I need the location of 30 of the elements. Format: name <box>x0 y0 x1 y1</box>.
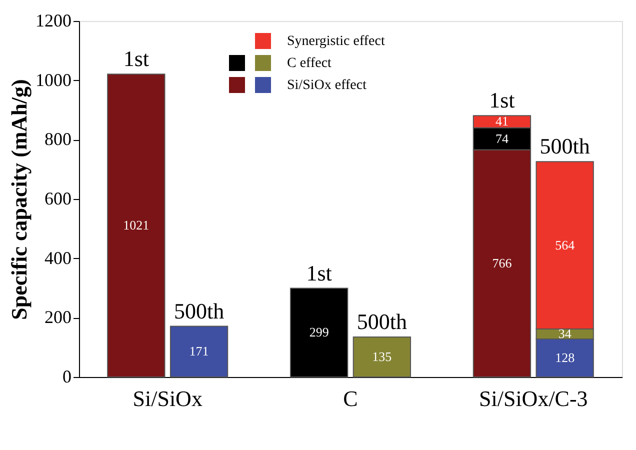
text: Si/SiOx <box>132 386 202 411</box>
x-tick-label: 500th <box>540 134 590 159</box>
data-label: 299 <box>309 324 329 340</box>
data-label: 74 <box>495 130 509 146</box>
legend-label: C effect <box>287 56 332 71</box>
text: Si/SiOx/C-3 <box>479 386 588 411</box>
data-label: 171 <box>189 344 209 359</box>
data-label: 41 <box>495 114 508 129</box>
data-label: 34 <box>558 326 572 341</box>
x-tick-label: 1st <box>123 46 149 72</box>
x-tick-label: 1st <box>489 88 515 113</box>
data-label: 135 <box>372 348 392 364</box>
y-tick-label: 600 <box>44 188 72 208</box>
y-tick-label: 200 <box>44 307 72 328</box>
x-tick-label: 500th <box>356 308 407 334</box>
data-label: 1021 <box>123 218 150 233</box>
x-tick-label: 500th <box>174 298 224 324</box>
legend-label: Si/SiOx effect <box>287 78 367 93</box>
data-label: 564 <box>555 237 576 252</box>
y-tick-label: 1000 <box>36 70 72 90</box>
text: C <box>343 386 358 411</box>
y-tick-label: 400 <box>44 248 72 268</box>
y-tick-label: 800 <box>44 129 72 150</box>
x-tick-label: 1st <box>306 260 332 286</box>
data-label: 128 <box>555 350 575 366</box>
y-axis-title: Specific capacity (mAh/g) <box>6 79 32 320</box>
y-tick-label: 1200 <box>36 10 72 30</box>
y-tick-label: 0 <box>62 366 72 386</box>
legend-label: Synergistic effect <box>287 34 385 49</box>
data-label: 766 <box>492 255 512 270</box>
